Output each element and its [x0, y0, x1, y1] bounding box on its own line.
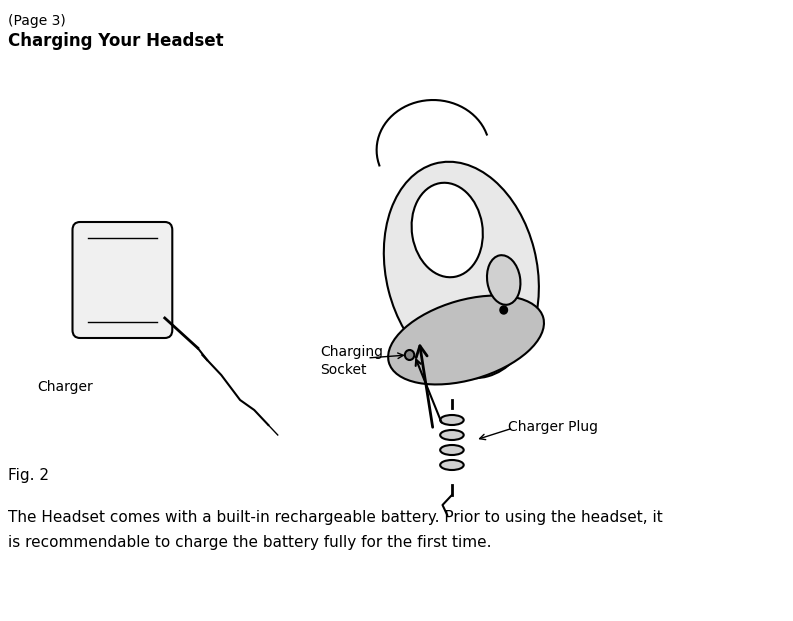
Ellipse shape	[412, 183, 483, 277]
Ellipse shape	[440, 430, 464, 440]
Ellipse shape	[487, 255, 520, 305]
Text: (Page 3): (Page 3)	[7, 14, 65, 28]
Text: Charger Plug: Charger Plug	[508, 420, 599, 434]
Circle shape	[405, 350, 414, 360]
Text: Charging Your Headset: Charging Your Headset	[7, 32, 223, 50]
Ellipse shape	[388, 296, 544, 384]
Text: The Headset comes with a built-in rechargeable battery. Prior to using the heads: The Headset comes with a built-in rechar…	[7, 510, 662, 550]
Text: Fig. 2: Fig. 2	[7, 468, 48, 483]
Ellipse shape	[440, 415, 464, 425]
Text: Charging
Socket: Charging Socket	[320, 345, 383, 378]
Ellipse shape	[440, 460, 464, 470]
Circle shape	[500, 306, 508, 314]
Ellipse shape	[384, 161, 539, 378]
Ellipse shape	[440, 445, 464, 455]
FancyBboxPatch shape	[72, 222, 172, 338]
Text: Charger: Charger	[37, 380, 94, 394]
